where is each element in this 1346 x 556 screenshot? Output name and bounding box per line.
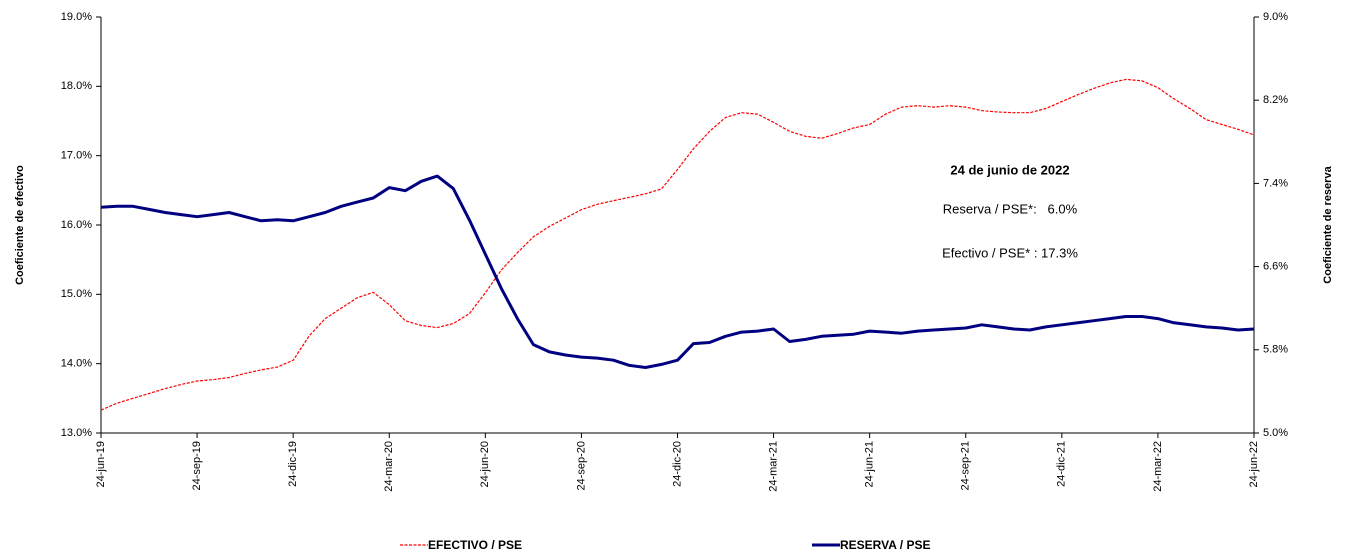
- x-tick-label: 24-sep-21: [960, 441, 972, 491]
- x-tick-label: 24-mar-22: [1152, 441, 1164, 492]
- y-tick-label: 15.0%: [61, 288, 92, 300]
- y-tick-label: 17.0%: [61, 150, 92, 162]
- y2-tick-label: 9.0%: [1263, 11, 1288, 23]
- x-tick-label: 24-sep-19: [191, 441, 203, 491]
- y-axis-label: Coeficiente de efectivo: [14, 165, 26, 285]
- x-tick-label: 24-dic-21: [1056, 441, 1068, 487]
- legend-label: EFECTIVO / PSE: [428, 538, 522, 552]
- y-tick-label: 13.0%: [61, 427, 92, 439]
- y2-tick-label: 6.6%: [1263, 261, 1288, 273]
- y2-tick-label: 5.8%: [1263, 344, 1288, 356]
- annotation: Reserva / PSE*: 6.0%: [943, 201, 1078, 216]
- x-tick-label: 24-jun-19: [95, 441, 107, 487]
- y-tick-label: 14.0%: [61, 358, 92, 370]
- x-tick-label: 24-jun-22: [1248, 441, 1260, 487]
- annotation-title: 24 de junio de 2022: [950, 162, 1069, 177]
- y2-tick-label: 7.4%: [1263, 177, 1288, 189]
- y2-tick-label: 5.0%: [1263, 427, 1288, 439]
- y2-tick-label: 8.2%: [1263, 94, 1288, 106]
- x-tick-label: 24-dic-20: [671, 441, 683, 487]
- x-tick-label: 24-mar-20: [383, 441, 395, 492]
- x-tick-label: 24-mar-21: [767, 441, 779, 492]
- legend-label: RESERVA / PSE: [840, 538, 930, 552]
- x-tick-label: 24-dic-19: [287, 441, 299, 487]
- y-tick-label: 18.0%: [61, 80, 92, 92]
- annotation: Efectivo / PSE* : 17.3%: [942, 245, 1078, 260]
- y-tick-label: 16.0%: [61, 219, 92, 231]
- y-tick-label: 19.0%: [61, 11, 92, 23]
- series-line: [100, 174, 1255, 369]
- x-tick-label: 24-jun-20: [479, 441, 491, 487]
- x-tick-label: 24-jun-21: [864, 441, 876, 487]
- y2-axis-label: Coeficiente de reserva: [1322, 165, 1334, 283]
- x-tick-label: 24-sep-20: [575, 441, 587, 491]
- series-line: [100, 78, 1255, 411]
